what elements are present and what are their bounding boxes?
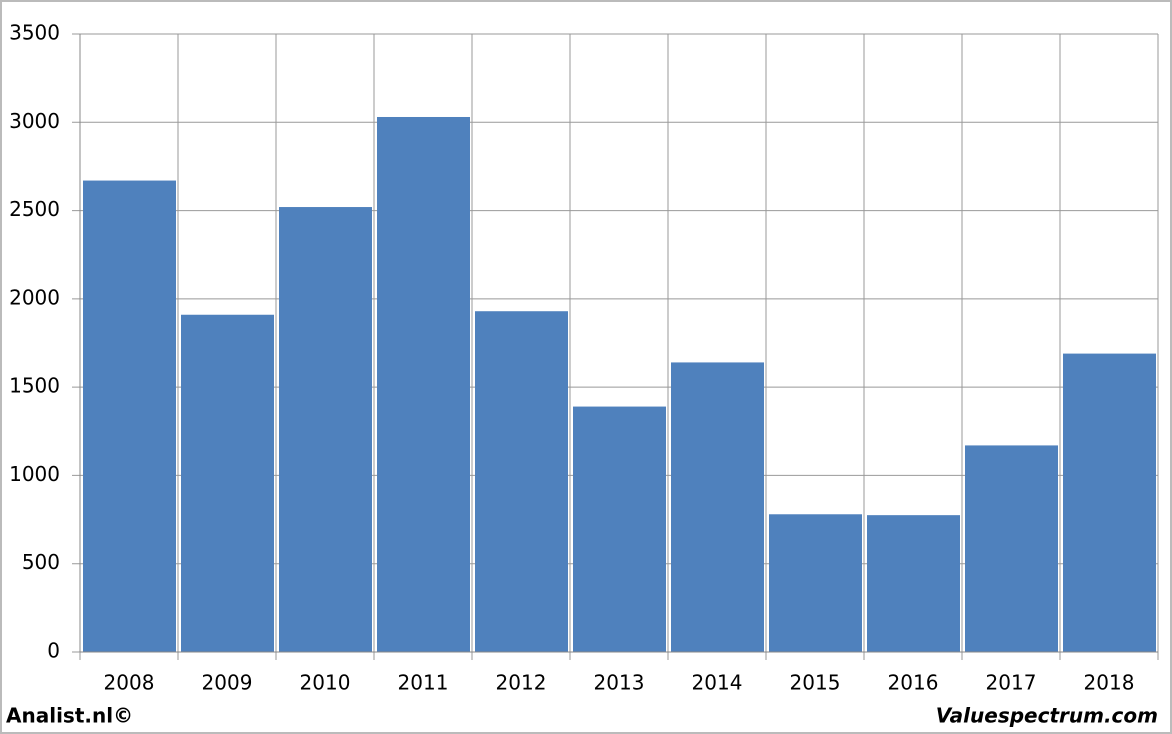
bar	[671, 362, 764, 652]
x-tick-label: 2014	[692, 671, 743, 695]
x-tick-label: 2015	[790, 671, 841, 695]
y-tick-label: 0	[47, 639, 60, 663]
y-tick-label: 1000	[9, 462, 60, 486]
x-tick-label: 2018	[1084, 671, 1135, 695]
bar	[279, 207, 372, 653]
footer-left: Analist.nl©	[6, 704, 133, 728]
bar	[83, 180, 176, 652]
y-tick-label: 2000	[9, 285, 60, 309]
y-tick-label: 3500	[9, 21, 60, 45]
bar	[573, 406, 666, 652]
bar	[475, 311, 568, 652]
y-tick-label: 2500	[9, 197, 60, 221]
bar	[769, 514, 862, 652]
y-tick-label: 500	[22, 550, 60, 574]
x-tick-label: 2013	[594, 671, 645, 695]
bar	[867, 515, 960, 652]
x-tick-label: 2012	[496, 671, 547, 695]
footer-right: Valuespectrum.com	[936, 704, 1158, 728]
bar	[181, 314, 274, 652]
x-tick-label: 2010	[300, 671, 351, 695]
x-tick-label: 2016	[888, 671, 939, 695]
bar	[965, 445, 1058, 652]
y-tick-label: 3000	[9, 109, 60, 133]
x-tick-label: 2011	[398, 671, 449, 695]
x-tick-label: 2017	[986, 671, 1037, 695]
bar	[377, 116, 470, 652]
x-tick-label: 2008	[104, 671, 155, 695]
bar	[1063, 353, 1156, 652]
y-tick-label: 1500	[9, 374, 60, 398]
x-tick-label: 2009	[202, 671, 253, 695]
